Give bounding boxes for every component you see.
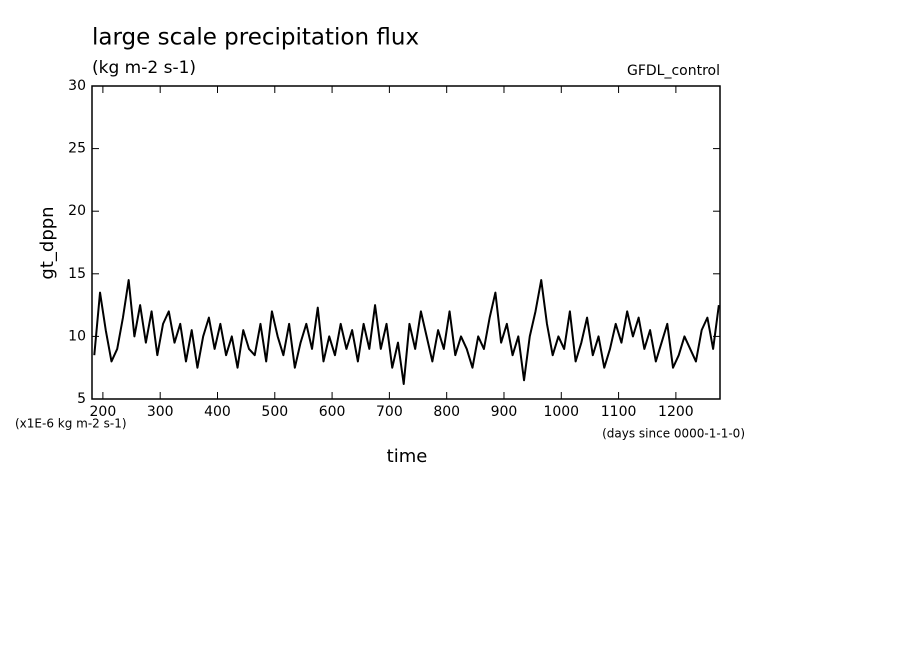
x-axis-label: time: [387, 446, 428, 467]
y-tick-label: 25: [68, 141, 86, 157]
plot-frame: [91, 85, 721, 400]
y-tick-label: 10: [68, 328, 86, 344]
y-tick-label: 5: [77, 391, 86, 407]
x-tick-label: 1200: [658, 404, 694, 420]
x-tick-label: 700: [376, 404, 403, 420]
x-tick-label: 200: [90, 404, 117, 420]
y-tick-label: 30: [68, 78, 86, 94]
data-line: [93, 279, 720, 385]
chart-title: large scale precipitation flux: [92, 25, 419, 51]
annotation: GFDL_control: [627, 63, 720, 79]
y-unit-note: (x1E-6 kg m-2 s-1): [15, 417, 127, 431]
x-tick-label: 800: [433, 404, 460, 420]
x-unit-note: (days since 0000-1-1-0): [602, 427, 745, 441]
y-axis-label: gt_dppn: [37, 206, 58, 279]
x-tick-label: 500: [261, 404, 288, 420]
chart-subtitle: (kg m-2 s-1): [92, 58, 196, 78]
x-tick-label: 1000: [543, 404, 579, 420]
x-tick-label: 400: [204, 404, 231, 420]
x-tick-label: 1100: [601, 404, 637, 420]
y-tick-label: 15: [68, 266, 86, 282]
x-tick-label: 300: [147, 404, 174, 420]
x-tick-label: 600: [319, 404, 346, 420]
x-tick-label: 900: [491, 404, 518, 420]
y-tick-label: 20: [68, 203, 86, 219]
